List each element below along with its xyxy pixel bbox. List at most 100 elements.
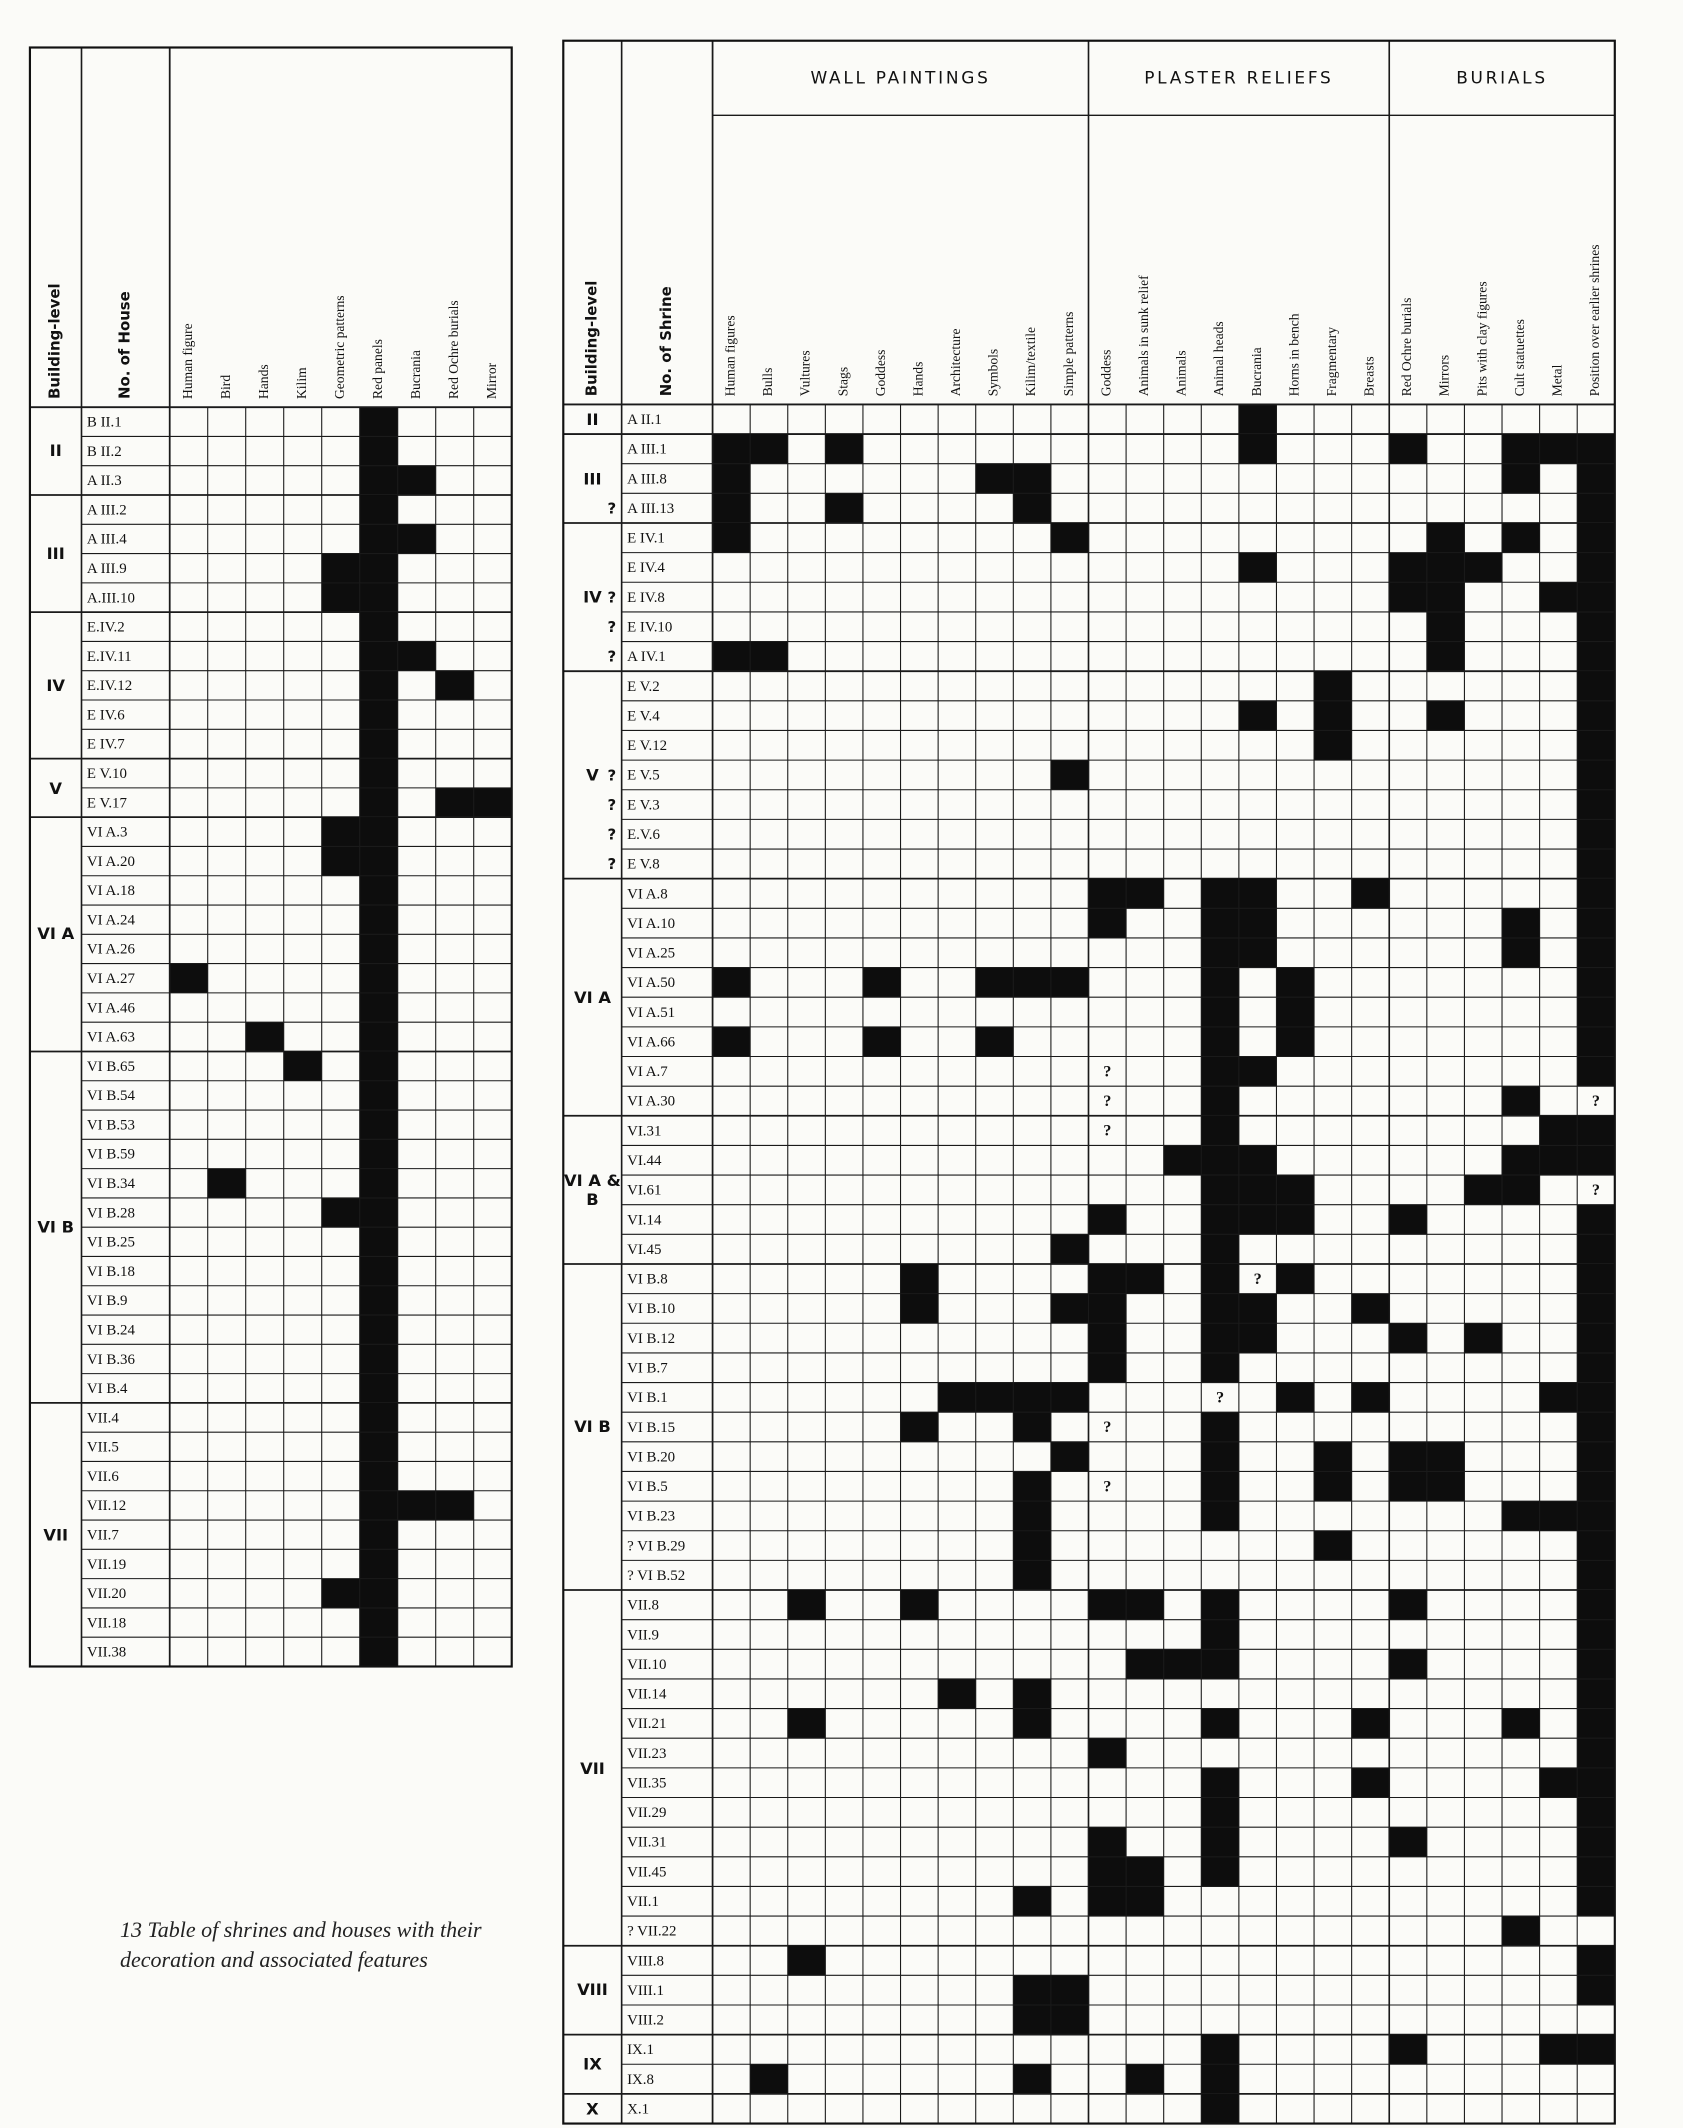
empty-cell [1427, 2035, 1465, 2065]
empty-cell [788, 760, 826, 790]
empty-cell [788, 1116, 826, 1146]
filled-cell [1201, 1352, 1239, 1383]
empty-cell [863, 1294, 901, 1324]
empty-cell [1389, 2005, 1427, 2035]
empty-cell [863, 1679, 901, 1709]
empty-cell [170, 846, 208, 875]
filled-cell [1276, 967, 1315, 998]
empty-cell [246, 934, 284, 963]
empty-cell [1051, 1590, 1089, 1620]
empty-cell [788, 1086, 826, 1116]
empty-cell [322, 876, 360, 905]
filled-cell [359, 495, 398, 525]
empty-cell [1126, 1234, 1164, 1264]
empty-cell [750, 1086, 788, 1116]
empty-cell [1352, 1501, 1390, 1531]
empty-cell [1502, 404, 1540, 434]
empty-cell [1540, 1649, 1578, 1679]
empty-cell [713, 790, 751, 820]
empty-cell [938, 1590, 976, 1620]
empty-cell [1427, 1175, 1465, 1205]
empty-cell [713, 701, 751, 731]
empty-cell [1276, 1857, 1314, 1887]
empty-cell [284, 1549, 322, 1578]
empty-cell [1164, 2094, 1202, 2124]
empty-cell [208, 788, 246, 817]
empty-cell [436, 1198, 474, 1227]
empty-cell [825, 2094, 863, 2124]
filled-cell [1013, 1678, 1051, 1709]
filled-cell [750, 641, 788, 672]
empty-cell [713, 2005, 751, 2035]
filled-cell [1201, 937, 1239, 968]
empty-cell [713, 760, 751, 790]
filled-cell [245, 1022, 284, 1052]
filled-cell [900, 1590, 939, 1620]
empty-cell [208, 1491, 246, 1520]
empty-cell [1464, 1145, 1502, 1175]
empty-cell [1051, 790, 1089, 820]
empty-cell [750, 968, 788, 998]
empty-cell [901, 582, 939, 612]
empty-cell [976, 582, 1014, 612]
empty-cell [1352, 464, 1390, 494]
empty-cell [825, 1738, 863, 1768]
filled-cell [1201, 1204, 1239, 1235]
empty-cell [788, 553, 826, 583]
empty-cell [1502, 553, 1540, 583]
filled-cell [359, 758, 398, 788]
empty-cell [1089, 553, 1127, 583]
empty-cell [1013, 1768, 1051, 1798]
filled-cell [1276, 1382, 1315, 1413]
empty-cell [825, 1323, 863, 1353]
empty-cell [901, 760, 939, 790]
column-header: Bulls [760, 368, 775, 397]
filled-cell [1013, 1501, 1051, 1531]
row-number: VI B.10 [627, 1301, 675, 1317]
filled-cell [1050, 1293, 1089, 1324]
empty-cell [1540, 790, 1578, 820]
empty-cell [1314, 938, 1352, 968]
empty-cell [284, 436, 322, 465]
empty-cell [208, 1286, 246, 1315]
empty-cell [1126, 642, 1164, 672]
empty-cell [938, 730, 976, 760]
empty-cell [1464, 2094, 1502, 2124]
filled-cell [359, 963, 398, 993]
empty-cell [474, 1491, 512, 1520]
empty-cell [1164, 1560, 1202, 1590]
empty-cell [1540, 464, 1578, 494]
empty-cell [901, 1886, 939, 1916]
empty-cell [1540, 1412, 1578, 1442]
empty-cell [1164, 612, 1202, 642]
empty-cell [1314, 760, 1352, 790]
empty-cell [863, 523, 901, 553]
filled-cell [1201, 1471, 1239, 1502]
empty-cell [246, 1432, 284, 1461]
empty-cell [1239, 1442, 1277, 1472]
empty-cell [976, 1234, 1014, 1264]
empty-cell [976, 1560, 1014, 1590]
empty-cell [825, 1590, 863, 1620]
empty-cell [750, 1412, 788, 1442]
empty-cell [398, 671, 436, 700]
empty-cell [750, 1442, 788, 1472]
empty-cell [1276, 2094, 1314, 2124]
empty-cell [825, 1857, 863, 1887]
empty-cell [1464, 1798, 1502, 1828]
empty-cell [1089, 997, 1127, 1027]
row-number: VI B.18 [87, 1264, 135, 1280]
empty-cell [750, 730, 788, 760]
filled-cell [1201, 1086, 1239, 1116]
empty-cell [1502, 1323, 1540, 1353]
empty-cell [1540, 1531, 1578, 1561]
empty-cell [474, 1081, 512, 1110]
empty-cell [1464, 1590, 1502, 1620]
empty-cell [436, 1520, 474, 1549]
filled-cell [435, 670, 474, 701]
filled-cell [1050, 760, 1089, 790]
row-number: VII.12 [87, 1498, 126, 1514]
empty-cell [863, 1086, 901, 1116]
empty-cell [713, 1353, 751, 1383]
row-number: VI A.20 [87, 854, 135, 870]
